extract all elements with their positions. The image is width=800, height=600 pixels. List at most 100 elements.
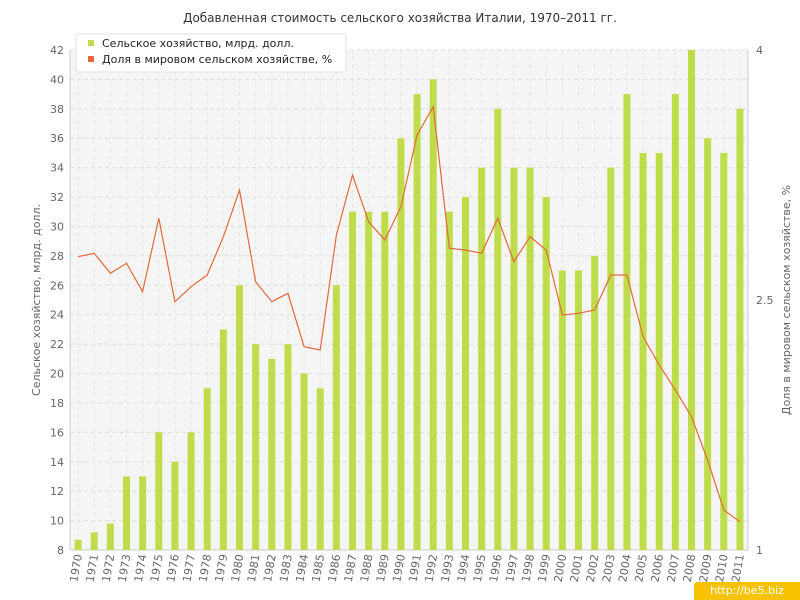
x-tick-label: 1999 [536, 553, 554, 583]
bar [74, 539, 82, 550]
bar [332, 285, 340, 550]
legend-box [75, 33, 347, 73]
x-tick-label: 1979 [213, 553, 231, 583]
x-tick-label: 1994 [455, 553, 473, 583]
bar [655, 152, 663, 551]
y-axis-left-label: Сельское хозяйство, млрд. долл. [30, 204, 43, 396]
y-tick-right-label: 4 [756, 44, 763, 57]
bar [510, 167, 518, 550]
x-tick-label: 1981 [245, 553, 263, 583]
x-tick-label: 1975 [148, 553, 166, 583]
x-tick-label: 2000 [552, 553, 570, 583]
bar [365, 211, 373, 550]
x-tick-label: 1985 [310, 553, 328, 583]
bar [623, 94, 631, 550]
plot-area [70, 50, 748, 550]
y-tick-right-label: 2.5 [756, 294, 774, 307]
x-tick-label: 2010 [713, 553, 731, 583]
bar [171, 461, 179, 550]
x-axis: 1970197119721973197419751976197719781979… [67, 553, 747, 583]
y-axis-right: 12.54 [756, 44, 774, 557]
x-tick-label: 2002 [584, 553, 602, 583]
bar [591, 255, 599, 550]
y-tick-left-label: 8 [57, 544, 64, 557]
x-tick-label: 1998 [519, 553, 537, 583]
y-tick-right-label: 1 [756, 544, 763, 557]
bar [155, 432, 163, 550]
x-tick-label: 1995 [471, 553, 489, 583]
x-tick-label: 1971 [84, 553, 102, 583]
x-tick-label: 2008 [681, 553, 699, 583]
bar [139, 476, 147, 550]
x-tick-label: 1976 [164, 553, 182, 583]
chart-title: Добавленная стоимость сельского хозяйств… [183, 11, 617, 25]
y-tick-left-label: 10 [50, 515, 64, 528]
x-tick-label: 2001 [568, 553, 586, 583]
x-tick-label: 1972 [100, 553, 118, 583]
y-axis-right-label: Доля в мировом сельском хозяйстве, % [780, 185, 793, 415]
bar [123, 476, 130, 550]
x-tick-label: 1996 [487, 553, 505, 583]
legend-label-bars: Сельское хозяйство, млрд. долл. [102, 37, 294, 50]
bar [284, 344, 292, 550]
y-tick-left-label: 32 [50, 191, 64, 204]
bar [106, 523, 114, 550]
bar [381, 211, 389, 550]
watermark[interactable]: http://be5.biz [694, 582, 800, 600]
y-tick-left-label: 36 [50, 132, 64, 145]
x-tick-label: 2006 [649, 553, 667, 583]
bar [316, 388, 324, 550]
x-tick-label: 2003 [600, 553, 618, 583]
x-tick-label: 1987 [342, 553, 360, 583]
bar [526, 167, 534, 550]
x-tick-label: 1989 [374, 553, 392, 583]
y-tick-left-label: 28 [50, 250, 64, 263]
bar [478, 167, 486, 550]
y-tick-left-label: 18 [50, 397, 64, 410]
bar [397, 138, 405, 550]
y-tick-left-label: 40 [50, 73, 64, 86]
x-tick-label: 1986 [326, 553, 344, 583]
y-tick-left-label: 16 [50, 426, 64, 439]
x-tick-label: 1993 [439, 553, 457, 583]
x-tick-label: 2005 [632, 553, 650, 583]
y-tick-left-label: 34 [50, 162, 64, 175]
y-tick-left-label: 26 [50, 279, 64, 292]
line-series [77, 104, 741, 523]
x-tick-label: 1990 [390, 553, 408, 583]
legend-swatch-line [88, 56, 94, 62]
x-tick-label: 2004 [616, 553, 634, 583]
bar [429, 79, 437, 550]
y-tick-left-label: 12 [50, 485, 64, 498]
bar [575, 270, 582, 550]
y-tick-left-label: 22 [50, 338, 64, 351]
x-tick-label: 1978 [197, 553, 215, 583]
bar [688, 50, 695, 550]
y-axis-left: 8 10 12 14 16 18 20 22 24 26 28 30 32 34 36 38 40 42 [50, 44, 64, 557]
x-tick-label: 2007 [665, 553, 683, 583]
y-tick-left-label: 24 [50, 309, 64, 322]
bar [268, 358, 276, 550]
bar [349, 211, 356, 550]
bar [558, 270, 566, 550]
bar [720, 152, 728, 551]
y-tick-left-label: 42 [50, 44, 64, 57]
x-tick-label: 1984 [293, 553, 311, 583]
line-path [77, 104, 741, 523]
x-tick-label: 1997 [503, 553, 521, 583]
legend: Сельское хозяйство, млрд. долл. Доля в м… [75, 33, 347, 73]
bar [90, 532, 98, 550]
bar [704, 138, 712, 550]
y-tick-left-label: 20 [50, 368, 64, 381]
y-tick-left-label: 38 [50, 103, 64, 116]
x-tick-label: 2011 [729, 553, 747, 583]
bar [219, 329, 227, 550]
bar [494, 108, 502, 550]
y-tick-left-label: 30 [50, 220, 64, 233]
x-tick-label: 1982 [261, 553, 279, 583]
legend-label-line: Доля в мировом сельском хозяйстве, % [102, 53, 332, 66]
x-tick-label: 1973 [116, 553, 134, 583]
bar [542, 197, 550, 550]
x-tick-label: 1977 [180, 553, 198, 583]
